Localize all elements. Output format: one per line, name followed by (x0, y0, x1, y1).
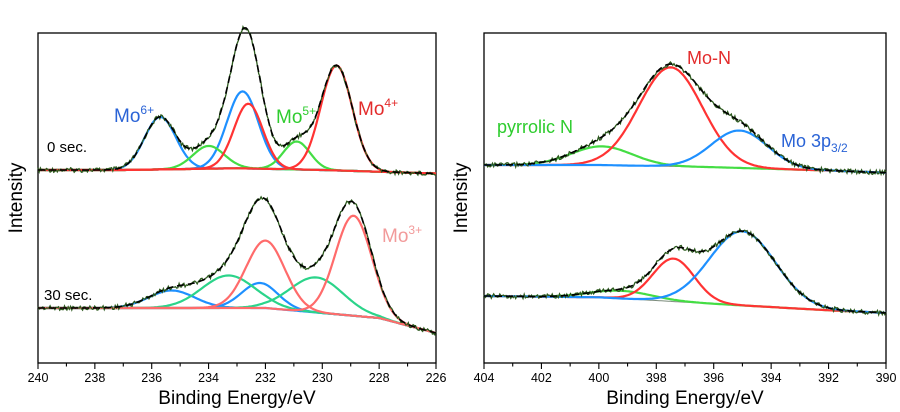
annotation-mo4: Mo4+ (358, 96, 398, 120)
x-tick-label: 396 (703, 371, 724, 385)
annotation-mo5-sup: 5+ (302, 104, 316, 118)
left-x-axis-title: Binding Energy/eV (158, 388, 316, 409)
fit-envelope (484, 63, 887, 174)
annotation-mo-3p: Mo 3p3/2 (781, 131, 848, 155)
x-tick-label: 390 (876, 371, 897, 385)
trace-label-30sec: 30 sec. (44, 287, 92, 304)
right-x-axis-title: Binding Energy/eV (606, 388, 764, 409)
fit-envelope (38, 27, 437, 175)
x-tick-label: 398 (646, 371, 667, 385)
x-tick-label: 404 (474, 371, 495, 385)
annotation-mo6-base: Mo (114, 106, 140, 127)
x-tick-label: 230 (312, 371, 333, 385)
annotation-mo-n: Mo-N (687, 48, 731, 68)
x-tick-label: 226 (426, 371, 447, 385)
annotation-mo4-sup: 4+ (384, 96, 398, 110)
right-x-ticks: 404 402 400 398 396 394 392 390 (474, 363, 897, 385)
x-tick-label: 240 (28, 371, 49, 385)
x-tick-label: 234 (198, 371, 219, 385)
annotation-mo3-base: Mo (382, 226, 408, 247)
right-panel: 404 402 400 398 396 394 392 390 Intensity Bindi… (451, 32, 897, 409)
left-panel: 240 238 236 234 232 230 228 226 Intensity Bindi… (6, 24, 447, 409)
annotation-mo-3p-sub: 3/2 (831, 141, 848, 155)
annotation-mo5: Mo5+ (276, 104, 316, 128)
x-tick-label: 228 (369, 371, 390, 385)
right-curves (483, 61, 887, 318)
x-tick-label: 400 (588, 371, 609, 385)
x-tick-label: 238 (84, 371, 105, 385)
x-tick-label: 394 (761, 371, 782, 385)
annotation-pyrrolic-n: pyrrolic N (497, 117, 573, 137)
peak-component (38, 239, 437, 335)
x-tick-label: 402 (531, 371, 552, 385)
annotation-mo6: Mo6+ (114, 103, 154, 127)
annotation-mo6-sup: 6+ (140, 103, 154, 117)
annotation-mo3: Mo3+ (382, 223, 422, 247)
left-curves (37, 24, 437, 336)
fit-envelope (484, 230, 887, 314)
background-line (38, 307, 437, 334)
annotation-mo4-base: Mo (358, 99, 384, 120)
annotation-mo-3p-base: Mo 3p (781, 131, 831, 151)
left-plot-frame (37, 32, 437, 364)
x-tick-label: 236 (141, 371, 162, 385)
fit-envelope (38, 196, 437, 334)
x-tick-label: 392 (818, 371, 839, 385)
right-plot-frame (483, 32, 887, 364)
annotation-mo5-base: Mo (276, 107, 302, 128)
x-tick-label: 232 (255, 371, 276, 385)
trace-label-0sec: 0 sec. (47, 139, 87, 156)
left-x-ticks: 240 238 236 234 232 230 228 226 (28, 363, 447, 385)
left-y-axis-title: Intensity (6, 162, 27, 233)
annotation-mo3-sup: 3+ (408, 223, 422, 237)
right-y-axis-title: Intensity (451, 162, 472, 233)
